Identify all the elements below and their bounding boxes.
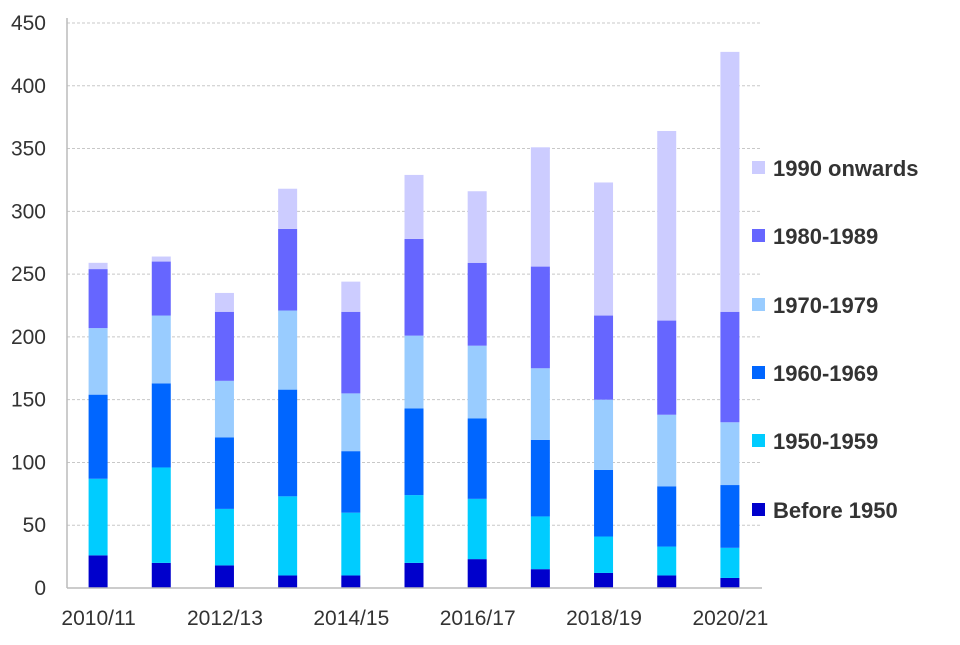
- y-tick-label: 400: [11, 75, 46, 98]
- bar-segment-before-1950: [467, 559, 487, 588]
- legend-swatch: [752, 434, 765, 447]
- bar-segment-before-1950: [341, 575, 361, 588]
- bar-segment-1960-1969: [214, 437, 234, 509]
- bar-segment-1960-1969: [657, 486, 677, 547]
- bar-segment-before-1950: [278, 575, 298, 588]
- y-tick-label: 100: [11, 451, 46, 474]
- bar-segment-1980-1989: [88, 269, 108, 329]
- bar-segment-before-1950: [404, 562, 424, 588]
- bar-segment-1980-1989: [594, 315, 614, 400]
- bar-segment-1960-1969: [278, 389, 298, 497]
- bar-segment-1970-1979: [341, 393, 361, 452]
- x-tick-label: 2016/17: [440, 607, 516, 630]
- bar-segment-1990-onwards: [278, 188, 298, 229]
- bar-segment-1950-1959: [594, 536, 614, 573]
- bar-segment-1980-1989: [657, 320, 677, 415]
- bar-segment-1970-1979: [404, 335, 424, 409]
- bar-segment-1990-onwards: [404, 174, 424, 239]
- bar-segment-1970-1979: [88, 328, 108, 395]
- bar-segment-1960-1969: [341, 451, 361, 513]
- bar-segment-1950-1959: [151, 467, 171, 563]
- bar-segment-1960-1969: [88, 394, 108, 479]
- bar-segment-1980-1989: [151, 261, 171, 316]
- bar-segment-1960-1969: [530, 439, 550, 517]
- bar-segment-1970-1979: [530, 368, 550, 440]
- bar-segment-before-1950: [657, 575, 677, 588]
- bar-segment-before-1950: [530, 569, 550, 588]
- bar-segment-1950-1959: [88, 478, 108, 556]
- bar-segment-before-1950: [151, 562, 171, 588]
- y-tick-label: 200: [11, 326, 46, 349]
- bar-segment-1990-onwards: [594, 182, 614, 316]
- bar-segment-before-1950: [214, 565, 234, 588]
- bar-segment-1990-onwards: [151, 256, 171, 262]
- bar-segment-1990-onwards: [88, 262, 108, 270]
- bar-segment-1970-1979: [151, 315, 171, 384]
- bar-segment-1950-1959: [278, 496, 298, 576]
- legend-label: 1950-1959: [773, 429, 878, 454]
- bar-segment-1950-1959: [530, 516, 550, 570]
- bar-segment-before-1950: [594, 572, 614, 588]
- x-tick-label: 2012/13: [187, 607, 263, 630]
- bar-segment-1990-onwards: [467, 191, 487, 263]
- bar-segment-before-1950: [88, 555, 108, 588]
- bar-segment-1980-1989: [530, 266, 550, 369]
- bar-segment-1980-1989: [278, 228, 298, 311]
- legend-swatch: [752, 161, 765, 174]
- bar-segment-1970-1979: [657, 414, 677, 487]
- x-tick-label: 2014/15: [313, 607, 389, 630]
- legend-label: 1960-1969: [773, 361, 878, 386]
- bar-segment-1980-1989: [467, 262, 487, 346]
- y-tick-label: 250: [11, 263, 46, 286]
- bar-segment-1990-onwards: [720, 51, 740, 312]
- bar-segment-1960-1969: [594, 469, 614, 537]
- bar-segment-1980-1989: [341, 311, 361, 394]
- bar-segment-1990-onwards: [341, 281, 361, 312]
- bar-segment-1950-1959: [341, 512, 361, 576]
- bar-segment-1980-1989: [404, 238, 424, 336]
- x-tick-label: 2020/21: [692, 607, 768, 630]
- x-tick-label: 2010/11: [61, 607, 135, 630]
- bar-segment-1950-1959: [657, 546, 677, 576]
- bar-segment-before-1950: [720, 577, 740, 588]
- legend-label: 1980-1989: [773, 224, 878, 249]
- y-tick-label: 300: [11, 200, 46, 223]
- bar-segment-1950-1959: [404, 495, 424, 563]
- bar-segment-1950-1959: [467, 498, 487, 560]
- legend-swatch: [752, 229, 765, 242]
- bar-segment-1970-1979: [278, 310, 298, 390]
- y-tick-label: 450: [11, 12, 46, 35]
- bar-segment-1950-1959: [214, 508, 234, 566]
- bar-segment-1970-1979: [720, 422, 740, 486]
- bar-segment-1960-1969: [404, 408, 424, 496]
- x-tick-label: 2018/19: [566, 607, 642, 630]
- bar-segment-1980-1989: [214, 311, 234, 381]
- y-tick-label: 0: [34, 577, 46, 600]
- bar-segment-1970-1979: [467, 345, 487, 419]
- legend-label: 1990 onwards: [773, 156, 919, 181]
- y-tick-label: 50: [23, 514, 46, 537]
- bar-segment-1950-1959: [720, 547, 740, 578]
- legend-label: 1970-1979: [773, 293, 878, 318]
- bar-segment-1990-onwards: [657, 130, 677, 321]
- bar-segment-1960-1969: [720, 485, 740, 548]
- legend-swatch: [752, 298, 765, 311]
- bar-segment-1990-onwards: [530, 147, 550, 267]
- bar-segment-1970-1979: [214, 380, 234, 438]
- y-tick-label: 350: [11, 138, 46, 161]
- bar-segment-1990-onwards: [214, 292, 234, 312]
- legend-swatch: [752, 503, 765, 516]
- y-tick-label: 150: [11, 389, 46, 412]
- bar-segment-1960-1969: [151, 383, 171, 468]
- legend-label: Before 1950: [773, 498, 898, 523]
- bar-segment-1980-1989: [720, 311, 740, 423]
- bar-segment-1960-1969: [467, 418, 487, 499]
- legend-swatch: [752, 366, 765, 379]
- bar-segment-1970-1979: [594, 399, 614, 470]
